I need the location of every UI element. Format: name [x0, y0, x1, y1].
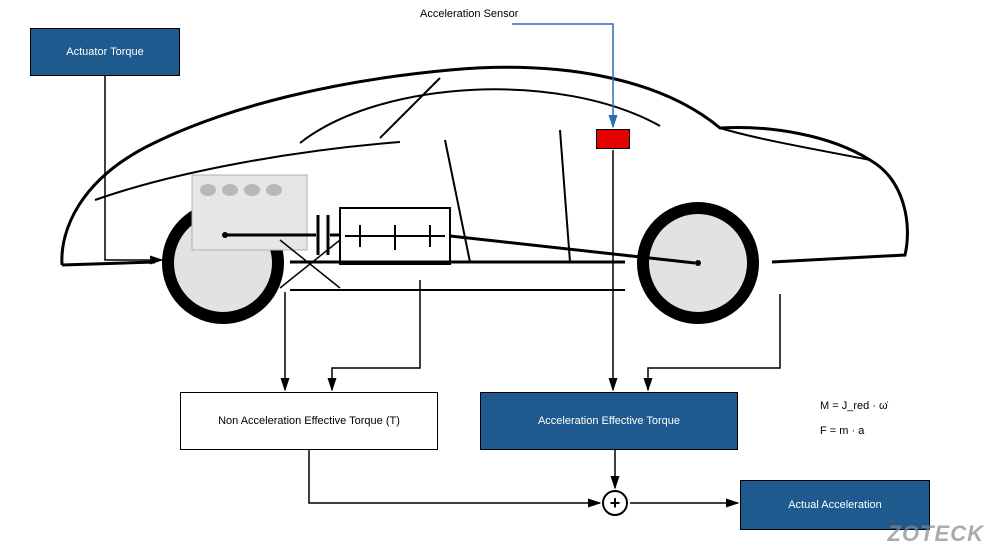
acceleration-sensor — [596, 129, 630, 149]
actual-accel-text: Actual Acceleration — [788, 499, 882, 511]
actuator-torque-box: Actuator Torque — [30, 28, 180, 76]
watermark: ZOTECK — [888, 521, 984, 547]
sensor-label: Acceleration Sensor — [420, 8, 518, 20]
non-accel-torque-box: Non Acceleration Effective Torque (T) — [180, 392, 438, 450]
accel-torque-box: Acceleration Effective Torque — [480, 392, 738, 450]
formula-1: M = J_red · ω̇ — [820, 400, 888, 412]
arrow-nonaccel-to-plus — [309, 450, 600, 503]
formula-2: F = m · a — [820, 425, 864, 437]
car-illustration — [0, 30, 996, 390]
summing-junction: + — [602, 490, 628, 516]
actuator-torque-text: Actuator Torque — [66, 46, 143, 58]
accel-torque-text: Acceleration Effective Torque — [538, 415, 680, 427]
non-accel-torque-text: Non Acceleration Effective Torque (T) — [218, 415, 400, 427]
